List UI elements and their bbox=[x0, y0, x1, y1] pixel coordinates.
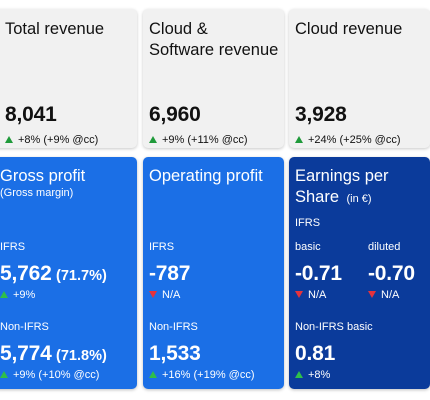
card-title-line2: Software revenue bbox=[149, 41, 279, 59]
diluted-label: diluted bbox=[368, 241, 401, 253]
eps-card: Earnings per Share (in €) IFRS basic dil… bbox=[289, 157, 430, 389]
non-ifrs-label: Non-IFRS basic bbox=[295, 321, 373, 333]
ifrs-value: -787 bbox=[149, 262, 191, 285]
cloud-software-revenue-card: Cloud & Software revenue 6,960 +9% (+11%… bbox=[143, 9, 284, 148]
card-title: Operating profit bbox=[149, 167, 263, 185]
basic-change: N/A bbox=[295, 289, 326, 301]
basic-value: -0.71 bbox=[295, 262, 342, 285]
card-title-line2-row: Share (in €) bbox=[295, 187, 372, 208]
triangle-down-icon bbox=[149, 290, 157, 298]
ifrs-change: N/A bbox=[149, 289, 180, 301]
triangle-up-icon bbox=[149, 135, 157, 143]
metric-value: 3,928 bbox=[295, 103, 347, 126]
triangle-up-icon bbox=[5, 135, 13, 143]
non-ifrs-value: 5,774 bbox=[0, 342, 52, 365]
triangle-up-icon bbox=[0, 370, 8, 378]
non-ifrs-change: +9% (+10% @cc) bbox=[0, 369, 99, 381]
ifrs-value-row: 5,762 (71.7%) bbox=[0, 262, 107, 286]
non-ifrs-value-row: 5,774 (71.8%) bbox=[0, 342, 107, 366]
triangle-down-icon bbox=[368, 290, 376, 298]
ifrs-change: +9% bbox=[0, 289, 35, 301]
card-title: Total revenue bbox=[5, 20, 105, 38]
triangle-up-icon bbox=[149, 370, 157, 378]
metric-change: +8% (+9% @cc) bbox=[5, 134, 98, 146]
basic-label: basic bbox=[295, 241, 321, 253]
triangle-up-icon bbox=[295, 370, 303, 378]
cloud-revenue-card: Cloud revenue 3,928 +24% (+25% @cc) bbox=[289, 9, 430, 148]
metric-change: +9% (+11% @cc) bbox=[149, 134, 248, 146]
triangle-up-icon bbox=[295, 135, 303, 143]
unit-label: (in €) bbox=[346, 193, 372, 205]
non-ifrs-label: Non-IFRS bbox=[0, 321, 49, 333]
non-ifrs-label: Non-IFRS bbox=[149, 321, 198, 333]
non-ifrs-change: +8% bbox=[295, 369, 330, 381]
diluted-change: N/A bbox=[368, 289, 399, 301]
triangle-up-icon bbox=[0, 290, 8, 298]
metric-value: 6,960 bbox=[149, 103, 201, 126]
card-title-line1: Cloud & bbox=[149, 20, 208, 38]
ifrs-label: IFRS bbox=[0, 241, 26, 253]
diluted-value: -0.70 bbox=[368, 262, 415, 285]
non-ifrs-change: +16% (+19% @cc) bbox=[149, 369, 255, 381]
non-ifrs-value: 1,533 bbox=[149, 342, 201, 365]
gross-profit-card: Gross profit (Gross margin) IFRS 5,762 (… bbox=[0, 157, 137, 389]
card-title-line1: Earnings per bbox=[295, 167, 389, 185]
card-subtitle: (Gross margin) bbox=[0, 187, 74, 199]
triangle-down-icon bbox=[295, 290, 303, 298]
ifrs-label: IFRS bbox=[149, 241, 175, 253]
ifrs-margin: (71.7%) bbox=[56, 268, 107, 284]
card-title: Cloud revenue bbox=[295, 20, 403, 38]
metric-value: 8,041 bbox=[5, 103, 57, 126]
card-title-line2: Share bbox=[295, 188, 340, 206]
ifrs-value: 5,762 bbox=[0, 262, 52, 285]
operating-profit-card: Operating profit IFRS -787 N/A Non-IFRS … bbox=[143, 157, 284, 389]
total-revenue-card: Total revenue 8,041 +8% (+9% @cc) bbox=[0, 9, 137, 148]
metric-change: +24% (+25% @cc) bbox=[295, 134, 401, 146]
non-ifrs-margin: (71.8%) bbox=[56, 348, 107, 364]
card-title: Gross profit bbox=[0, 167, 86, 185]
non-ifrs-value: 0.81 bbox=[295, 342, 336, 365]
ifrs-label: IFRS bbox=[295, 217, 321, 229]
